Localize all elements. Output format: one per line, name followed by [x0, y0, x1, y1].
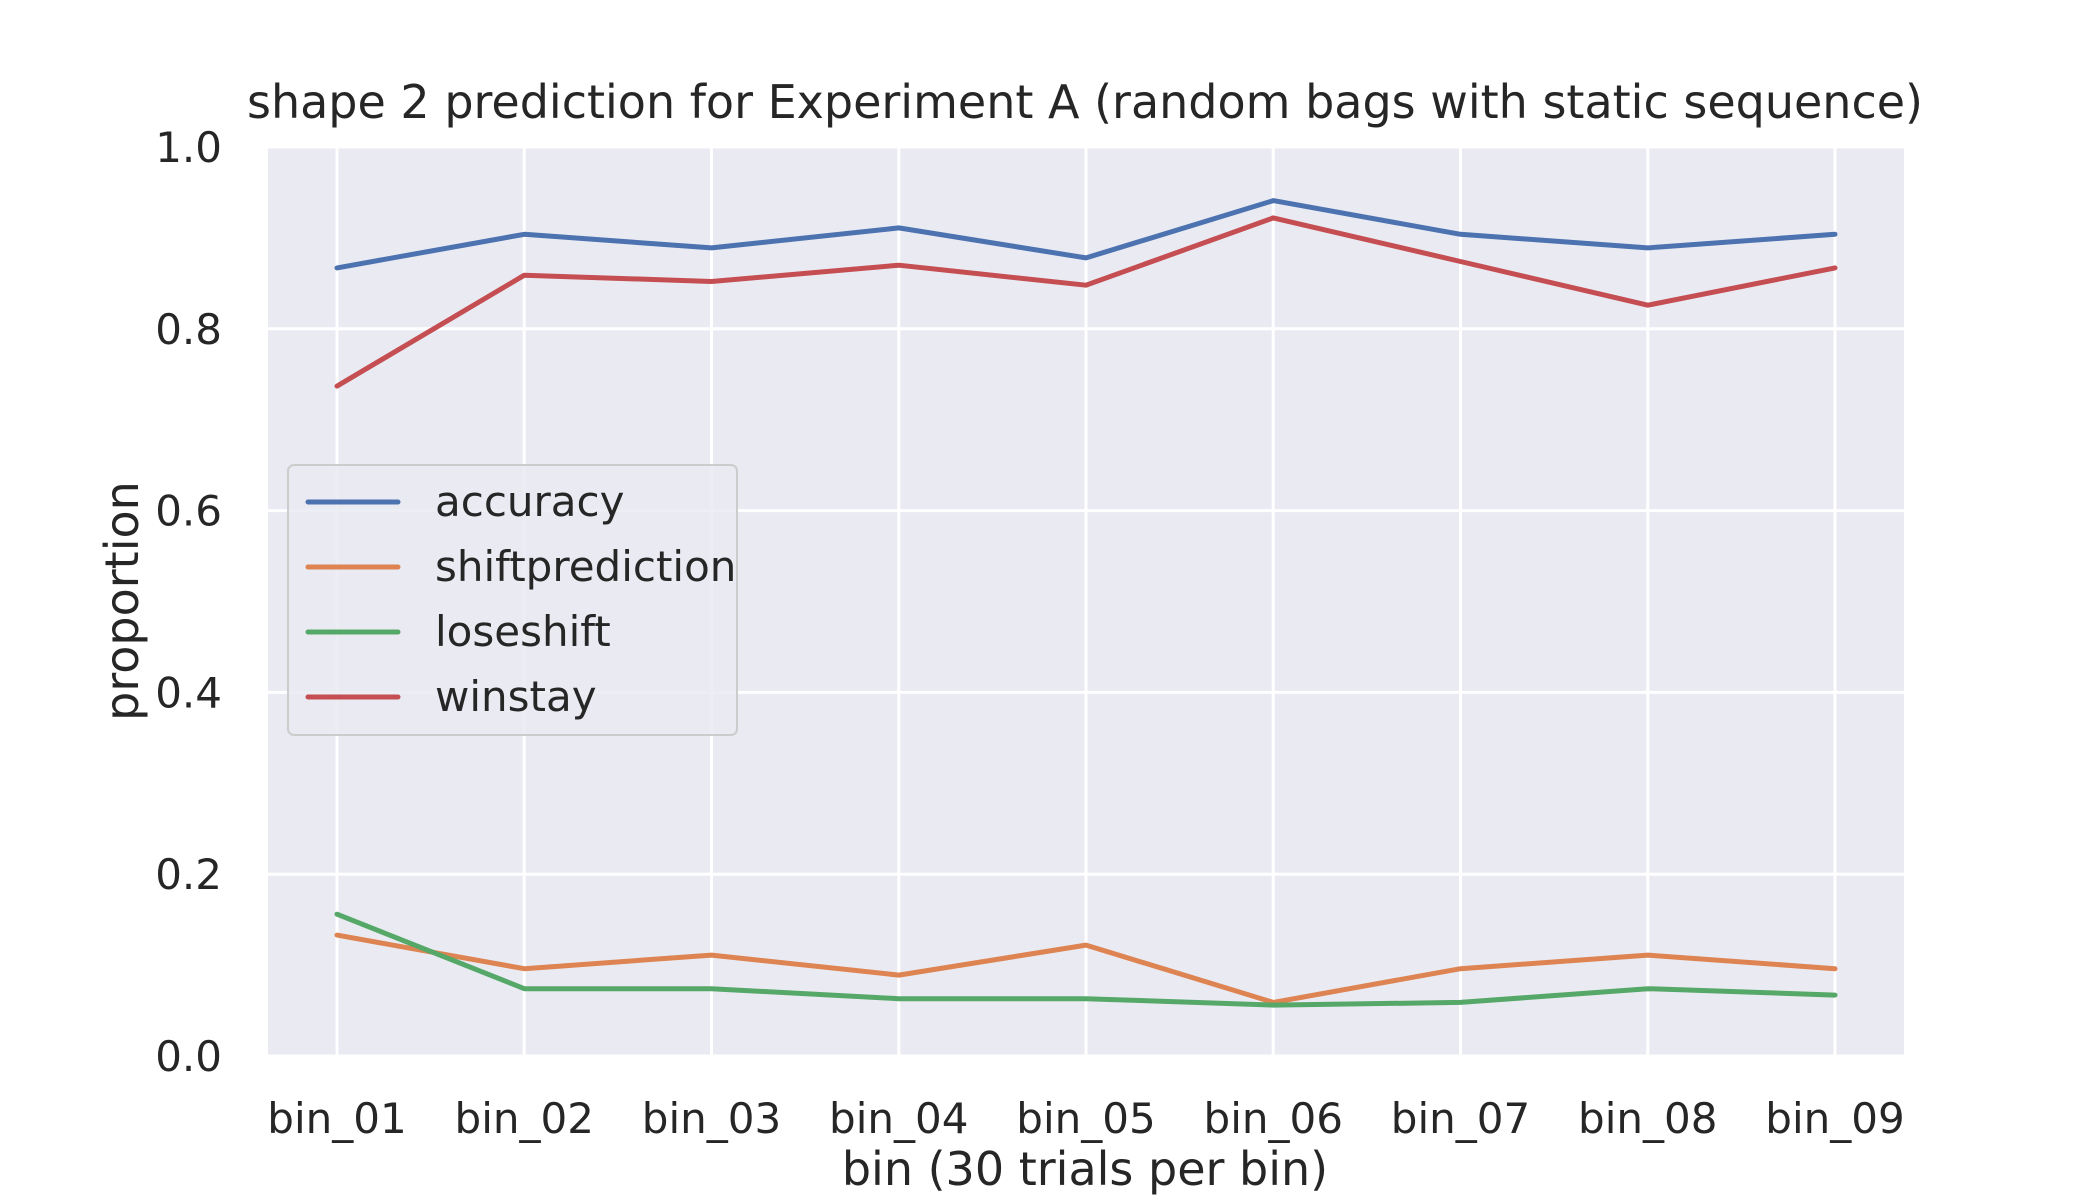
- x-tick-label: bin_06: [1204, 1094, 1343, 1143]
- chart-title: shape 2 prediction for Experiment A (ran…: [247, 75, 1923, 129]
- x-tick-label: bin_04: [829, 1094, 968, 1143]
- series-line-loseshift: [334, 911, 1838, 1008]
- y-tick-labels: 0.0 0.2 0.4 0.6 0.8 1.0: [155, 123, 222, 1081]
- series-line-shiftprediction: [334, 932, 1838, 1005]
- legend-label-accuracy: accuracy: [435, 477, 625, 526]
- series-line-winstay: [334, 215, 1838, 389]
- x-tick-label: bin_02: [455, 1094, 594, 1143]
- y-tick-label: 0.2: [155, 850, 222, 899]
- legend-label-winstay: winstay: [435, 672, 597, 721]
- x-tick-label: bin_09: [1765, 1094, 1904, 1143]
- legend-label-loseshift: loseshift: [435, 607, 611, 656]
- x-tick-label: bin_08: [1578, 1094, 1717, 1143]
- x-tick-label: bin_01: [267, 1094, 406, 1143]
- x-axis-label: bin (30 trials per bin): [842, 1142, 1328, 1196]
- y-tick-label: 0.4: [155, 668, 222, 717]
- x-tick-label: bin_05: [1016, 1094, 1155, 1143]
- x-tick-label: bin_07: [1391, 1094, 1530, 1143]
- y-axis-label: proportion: [95, 481, 149, 721]
- y-tick-label: 0.6: [155, 487, 222, 536]
- y-tick-label: 0.0: [155, 1032, 222, 1081]
- y-tick-label: 0.8: [155, 305, 222, 354]
- y-tick-label: 1.0: [155, 123, 222, 172]
- x-tick-labels: bin_01 bin_02 bin_03 bin_04 bin_05 bin_06 bin_…: [267, 1094, 1904, 1143]
- legend: accuracy shiftprediction loseshift winstay: [287, 464, 738, 736]
- series-line-accuracy: [334, 198, 1838, 271]
- legend-label-shiftprediction: shiftprediction: [435, 542, 736, 591]
- x-tick-label: bin_03: [642, 1094, 781, 1143]
- series-lines: [334, 198, 1838, 1008]
- legend-box: [287, 464, 738, 736]
